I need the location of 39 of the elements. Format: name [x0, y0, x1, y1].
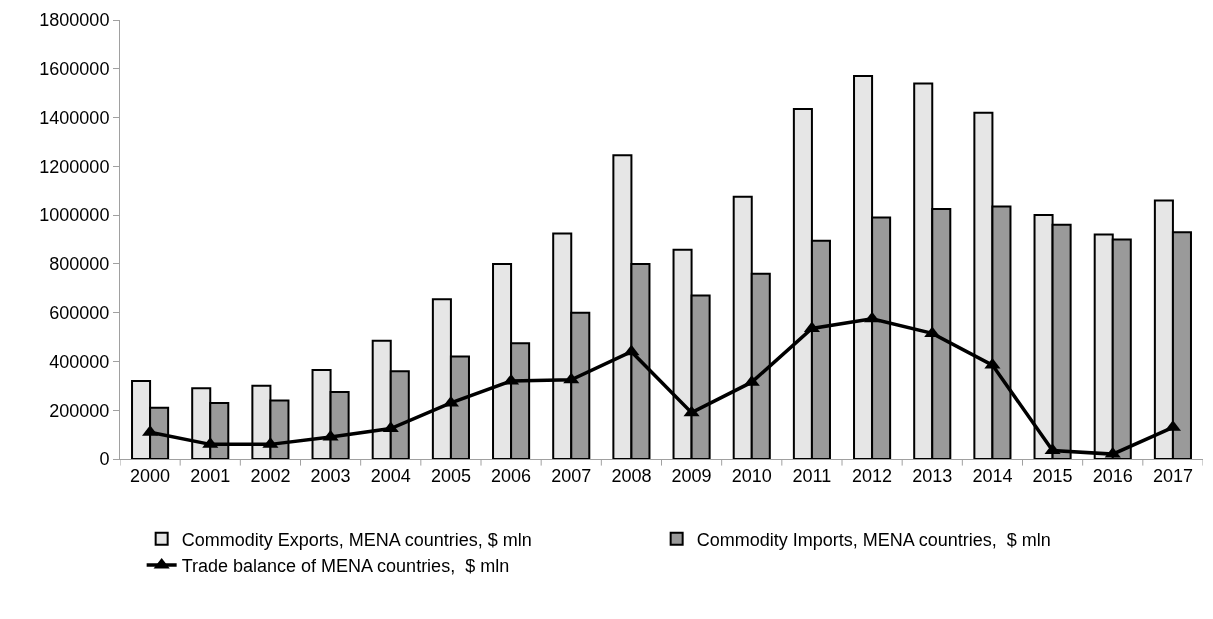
- point: [623, 344, 640, 356]
- legend-label: Trade balance of MENA countries, $ mln: [181, 556, 510, 577]
- x-tick-label: 2001: [190, 465, 231, 486]
- x-tick-label: 2015: [1032, 465, 1073, 486]
- x-tick-label: 2012: [852, 465, 893, 486]
- x-tick-label: 2007: [551, 465, 592, 486]
- legend-label: Commodity Imports, MENA countries, $ mln: [696, 529, 1051, 550]
- point: [864, 311, 881, 323]
- x-tick-label: 2009: [671, 465, 712, 486]
- x-tick-label: 2017: [1152, 465, 1193, 486]
- y-tick-label: 1000000: [39, 205, 110, 226]
- point: [442, 395, 459, 407]
- x-tick-label: 2004: [370, 465, 411, 486]
- point: [382, 421, 399, 433]
- y-tick-label: 0: [99, 449, 110, 470]
- point: [683, 405, 700, 417]
- point: [563, 372, 580, 384]
- x-tick-label: 2003: [310, 465, 351, 486]
- y-tick-label: 200000: [49, 400, 110, 421]
- y-tick-label: 1400000: [39, 107, 110, 128]
- x-tick-label: 2006: [491, 465, 532, 486]
- y-tick-label: 600000: [49, 302, 110, 323]
- legend-label: Commodity Exports, MENA countries, $ mln: [181, 529, 532, 550]
- point: [803, 321, 820, 333]
- point: [503, 373, 520, 385]
- y-tick-label: 1200000: [39, 156, 110, 177]
- x-tick-label: 2014: [972, 465, 1013, 486]
- y-tick-label: 800000: [49, 254, 110, 275]
- x-tick-label: 2008: [611, 465, 652, 486]
- x-tick-label: 2000: [130, 465, 171, 486]
- x-tick-label: 2011: [792, 465, 832, 486]
- x-tick-label: 2010: [731, 465, 772, 486]
- x-tick-label: 2013: [912, 465, 953, 486]
- x-tick-label: 2005: [430, 465, 471, 486]
- x-tick-label: 2002: [250, 465, 291, 486]
- y-tick-label: 1600000: [39, 59, 110, 80]
- y-tick-label: 1800000: [39, 10, 110, 31]
- x-tick-label: 2016: [1092, 465, 1133, 486]
- y-tick-label: 400000: [49, 351, 110, 372]
